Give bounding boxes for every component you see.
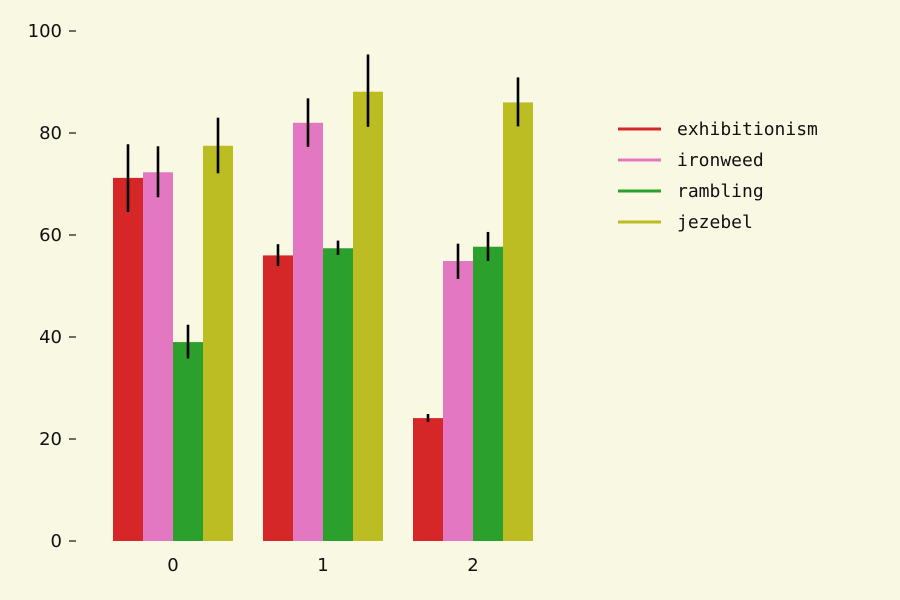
x-axis: 0 1 2 bbox=[167, 555, 478, 576]
bar-jezebel-0 bbox=[203, 145, 233, 541]
bar-rambling-2 bbox=[473, 246, 503, 542]
legend-item-jezebel: jezebel bbox=[618, 212, 753, 233]
x-tick-label: 2 bbox=[467, 555, 478, 576]
error-bars bbox=[126, 54, 520, 422]
bar-ironweed-0 bbox=[143, 172, 173, 541]
y-tick-label: 80 bbox=[39, 123, 62, 144]
x-tick-label: 0 bbox=[167, 555, 178, 576]
bar-rambling-0 bbox=[173, 342, 203, 541]
legend-label: exhibitionism bbox=[677, 119, 818, 140]
bar-exhibitionism-2 bbox=[413, 418, 443, 541]
bars bbox=[113, 91, 533, 542]
bar-rambling-1 bbox=[323, 248, 353, 541]
y-tick-label: 0 bbox=[51, 531, 62, 552]
legend-item-exhibitionism: exhibitionism bbox=[618, 119, 818, 140]
y-tick-label: 20 bbox=[39, 429, 62, 450]
bar-ironweed-2 bbox=[443, 261, 473, 541]
bar-exhibitionism-0 bbox=[113, 177, 143, 541]
bar-ironweed-1 bbox=[293, 122, 323, 542]
legend-label: rambling bbox=[677, 181, 764, 202]
y-tick-label: 100 bbox=[28, 21, 62, 42]
legend-item-rambling: rambling bbox=[618, 181, 764, 202]
bar-exhibitionism-1 bbox=[263, 255, 293, 541]
y-axis: 0 20 40 60 80 100 bbox=[28, 21, 76, 552]
legend: exhibitionism ironweed rambling jezebel bbox=[618, 119, 818, 233]
y-tick-label: 60 bbox=[39, 225, 62, 246]
legend-item-ironweed: ironweed bbox=[618, 150, 764, 171]
bar-jezebel-2 bbox=[503, 102, 533, 542]
y-tick-label: 40 bbox=[39, 327, 62, 348]
bar-jezebel-1 bbox=[353, 91, 383, 541]
legend-label: jezebel bbox=[677, 212, 753, 233]
legend-label: ironweed bbox=[677, 150, 764, 171]
x-tick-label: 1 bbox=[317, 555, 328, 576]
